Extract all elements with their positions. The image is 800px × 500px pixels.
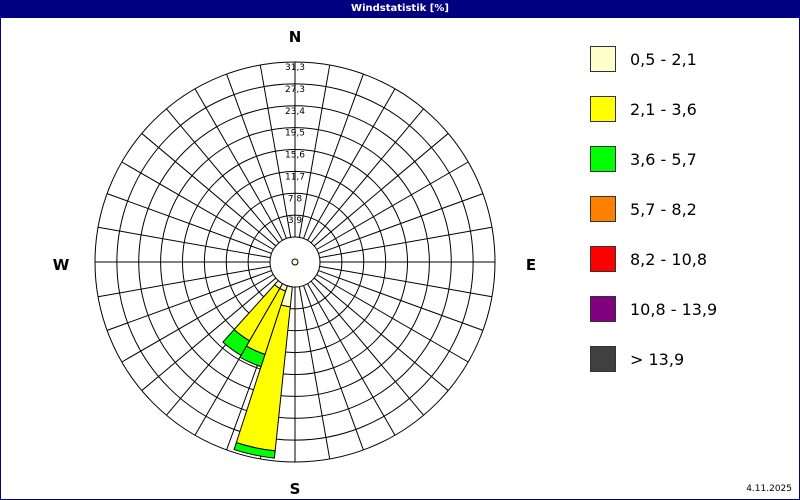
grid-spoke bbox=[310, 280, 424, 416]
legend-swatch bbox=[590, 96, 616, 122]
grid-spoke bbox=[106, 193, 272, 254]
grid-spoke bbox=[141, 277, 277, 391]
window-title: Windstatistik [%] bbox=[0, 0, 800, 18]
grid-spoke bbox=[319, 265, 493, 298]
wind-sector-segment bbox=[222, 328, 250, 356]
ring-label: 3,9 bbox=[288, 216, 303, 226]
legend-label: 0,5 - 2,1 bbox=[630, 49, 697, 69]
ring-label: 11,7 bbox=[285, 172, 305, 182]
direction-label-n: N bbox=[289, 28, 302, 46]
legend-swatch bbox=[590, 46, 616, 72]
grid-spoke bbox=[307, 88, 396, 241]
legend-item: 0,5 - 2,1 bbox=[590, 46, 697, 72]
grid-spoke bbox=[298, 286, 331, 460]
ring-label: 23,4 bbox=[285, 107, 305, 117]
grid-spoke bbox=[97, 265, 271, 298]
grid-spoke bbox=[121, 274, 274, 363]
grid-spoke bbox=[141, 133, 277, 247]
legend-swatch bbox=[590, 146, 616, 172]
wind-sector-segment bbox=[239, 345, 266, 368]
grid-spoke bbox=[310, 108, 424, 244]
ring-label: 7,8 bbox=[288, 194, 303, 204]
grid-spoke bbox=[259, 64, 292, 238]
wind-sector-segment bbox=[233, 442, 276, 459]
ring-label: 15,6 bbox=[285, 151, 305, 161]
grid-spoke bbox=[319, 226, 493, 259]
grid-spoke bbox=[316, 274, 469, 363]
ring-label: 19,5 bbox=[285, 129, 305, 139]
grid-spoke bbox=[316, 161, 469, 250]
direction-label-e: E bbox=[526, 256, 536, 274]
legend-swatch bbox=[590, 346, 616, 372]
grid-spoke bbox=[303, 285, 364, 451]
grid-spoke bbox=[313, 277, 449, 391]
grid-spoke bbox=[303, 73, 364, 239]
grid-spoke bbox=[226, 73, 287, 239]
center-marker bbox=[291, 258, 299, 266]
legend-item: 8,2 - 10,8 bbox=[590, 246, 707, 272]
direction-label-w: W bbox=[53, 256, 70, 274]
date-label: 4.11.2025 bbox=[746, 484, 792, 494]
grid-spoke bbox=[194, 88, 283, 241]
legend-item: 2,1 - 3,6 bbox=[590, 96, 697, 122]
legend-swatch bbox=[590, 296, 616, 322]
grid-spoke bbox=[318, 270, 484, 331]
legend-label: 5,7 - 8,2 bbox=[630, 199, 697, 219]
legend-item: 10,8 - 13,9 bbox=[590, 296, 717, 322]
legend-label: 2,1 - 3,6 bbox=[630, 99, 697, 119]
grid-spoke bbox=[318, 193, 484, 254]
legend-item: 3,6 - 5,7 bbox=[590, 146, 697, 172]
grid-spoke bbox=[307, 283, 396, 436]
legend-swatch bbox=[590, 246, 616, 272]
grid-spoke bbox=[121, 161, 274, 250]
legend-item: > 13,9 bbox=[590, 346, 684, 372]
ring-label: 27,3 bbox=[285, 85, 305, 95]
grid-spoke bbox=[97, 226, 271, 259]
legend-swatch bbox=[590, 196, 616, 222]
grid-spoke bbox=[166, 108, 280, 244]
legend-item: 5,7 - 8,2 bbox=[590, 196, 697, 222]
direction-label-s: S bbox=[290, 480, 301, 498]
legend-label: 8,2 - 10,8 bbox=[630, 249, 708, 269]
legend-label: 10,8 - 13,9 bbox=[630, 299, 718, 319]
grid-spoke bbox=[313, 133, 449, 247]
legend-label: > 13,9 bbox=[630, 349, 685, 369]
grid-spoke bbox=[106, 270, 272, 331]
grid-spoke bbox=[298, 64, 331, 238]
ring-label: 31,3 bbox=[285, 63, 305, 73]
legend-label: 3,6 - 5,7 bbox=[630, 149, 697, 169]
